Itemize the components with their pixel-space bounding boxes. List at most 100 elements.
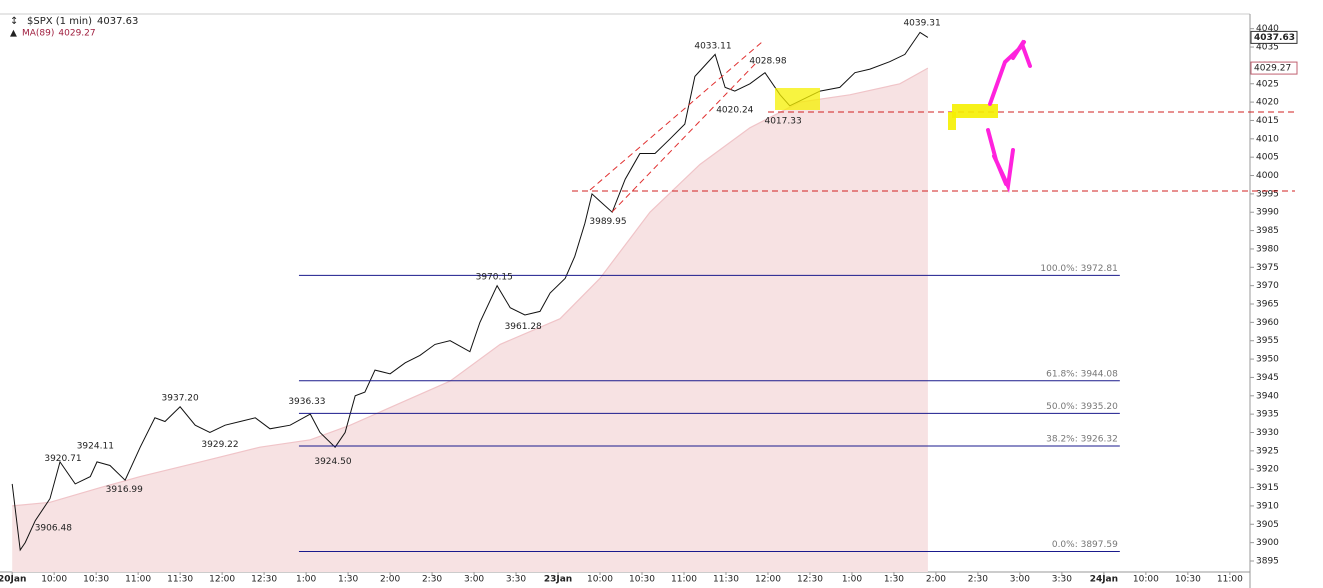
x-tick-label: 2:00: [380, 575, 400, 585]
low-label: 4017.33: [764, 116, 801, 126]
ma-icon: ▲: [10, 29, 17, 39]
channel-line: [589, 41, 763, 191]
low-label: 3916.99: [106, 485, 143, 495]
x-tick-label: 12:00: [209, 575, 235, 585]
x-tick-label: 1:30: [884, 575, 904, 585]
fib-label: 0.0%: 3897.59: [1052, 540, 1118, 550]
y-tick-label: 3930: [1256, 428, 1279, 438]
main-layer: 3895 3900 3905 3910 3915 3920 3925 3930 3935 3940…: [0, 19, 1298, 585]
x-tick-label: 3:00: [1010, 575, 1030, 585]
y-tick-label: 3915: [1256, 483, 1279, 493]
arrow-down: [986, 128, 1015, 193]
y-tick-label: 3945: [1256, 373, 1279, 383]
y-tick-label: 4040: [1256, 24, 1279, 34]
y-tick-label: 3985: [1256, 226, 1279, 236]
low-label: 3929.22: [201, 440, 238, 450]
high-label: 4028.98: [749, 57, 786, 67]
y-tick-label: 4010: [1256, 134, 1279, 144]
low-label: 3906.48: [35, 523, 72, 533]
high-label: 3924.11: [77, 442, 114, 452]
last-value-label: 4037.63: [1254, 33, 1295, 43]
y-tick-label: 3955: [1256, 336, 1279, 346]
x-tick-label: 10:30: [1175, 575, 1201, 585]
x-tick-label: 12:30: [797, 575, 823, 585]
x-tick-label: 3:00: [464, 575, 484, 585]
y-tick-label: 4005: [1256, 153, 1279, 163]
x-tick-label: 10:00: [587, 575, 613, 585]
high-label: 3920.71: [44, 454, 81, 464]
y-tick-label: 3950: [1256, 355, 1279, 365]
y-tick-label: 4015: [1256, 116, 1279, 126]
ma-fill-layer: [12, 67, 929, 572]
x-tick-label: 11:30: [713, 575, 739, 585]
last-value-tag: [1250, 30, 1298, 44]
x-tick-label: 1:00: [296, 575, 316, 585]
arrow-up: [988, 39, 1032, 106]
y-tick-label: 3940: [1256, 391, 1279, 401]
y-tick-label: 3960: [1256, 318, 1279, 328]
price-line: [11, 31, 929, 552]
y-tick-label: 3980: [1256, 244, 1279, 254]
y-tick-label: 4020: [1256, 98, 1279, 108]
x-tick-label: 2:30: [422, 575, 442, 585]
x-tick-label: 24Jan: [1090, 575, 1118, 585]
last-value-label: 4029.27: [1254, 64, 1291, 74]
x-tick-label: 10:30: [629, 575, 655, 585]
y-tick-label: 3895: [1256, 556, 1279, 566]
channel-line: [611, 61, 758, 213]
chart-title: $SPX (1 min): [27, 16, 92, 27]
y-tick-label: 4000: [1256, 171, 1279, 181]
x-tick-label: 3:30: [1052, 575, 1072, 585]
x-tick-label: 11:00: [1217, 575, 1243, 585]
x-tick-label: 10:30: [83, 575, 109, 585]
x-tick-label: 10:00: [41, 575, 67, 585]
low-label: 3989.95: [589, 217, 626, 227]
low-label: 4020.24: [716, 106, 753, 116]
highlight: [948, 112, 956, 130]
highlight: [775, 88, 820, 110]
legend-ma-value: 4029.27: [58, 29, 95, 39]
x-tick-label: 10:00: [1133, 575, 1159, 585]
y-tick-label: 3935: [1256, 410, 1279, 420]
symbol-icon: ↕: [10, 16, 18, 27]
y-tick-label: 3965: [1256, 300, 1279, 310]
y-tick-label: 3905: [1256, 520, 1279, 530]
x-tick-label: 12:00: [755, 575, 781, 585]
low-label: 3924.50: [314, 457, 351, 467]
y-tick-label: 3990: [1256, 208, 1279, 218]
drawings: [572, 39, 1295, 213]
highlight: [952, 104, 998, 118]
y-tick-label: 4025: [1256, 79, 1279, 89]
x-tick-label: 11:00: [125, 575, 151, 585]
low-label: 3961.28: [505, 322, 542, 332]
fib-label: 61.8%: 3944.08: [1046, 369, 1118, 379]
y-tick-label: 3975: [1256, 263, 1279, 273]
ma-area: [12, 68, 928, 572]
x-tick-label: 11:30: [167, 575, 193, 585]
x-tick-label: 12:30: [251, 575, 277, 585]
high-label: 4039.31: [903, 19, 940, 29]
x-tick-label: 1:00: [842, 575, 862, 585]
high-label: 4033.11: [694, 41, 731, 51]
y-tick-label: 3900: [1256, 538, 1279, 548]
y-tick-label: 3970: [1256, 281, 1279, 291]
x-tick-label: 2:00: [926, 575, 946, 585]
legend-ma: MA(89): [22, 29, 54, 39]
high-label: 3970.15: [476, 273, 513, 283]
y-tick-label: 3920: [1256, 465, 1279, 475]
last-price: 4037.63: [97, 16, 138, 27]
fib-label: 100.0%: 3972.81: [1040, 264, 1117, 274]
y-tick-label: 4035: [1256, 43, 1279, 53]
x-tick-label: 23Jan: [544, 575, 572, 585]
y-tick-label: 3925: [1256, 446, 1279, 456]
x-tick-label: 1:30: [338, 575, 358, 585]
fib-label: 38.2%: 3926.32: [1046, 435, 1118, 445]
x-tick-label: 2:30: [968, 575, 988, 585]
fib-label: 50.0%: 3935.20: [1046, 402, 1118, 412]
x-tick-label: 3:30: [506, 575, 526, 585]
high-label: 3936.33: [288, 397, 325, 407]
x-tick-label: 20Jan: [0, 575, 26, 585]
x-tick-label: 11:00: [671, 575, 697, 585]
y-tick-label: 3910: [1256, 501, 1279, 511]
